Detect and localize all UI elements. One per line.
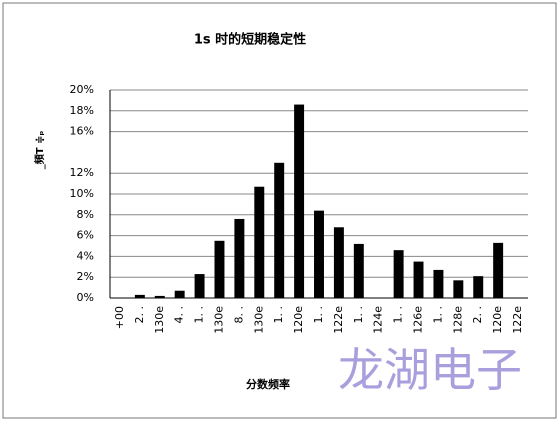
chart-title: 1s 时的短期稳定性 (194, 32, 306, 48)
y-tick-label: 4% (77, 249, 94, 262)
x-tick-label: 120e (491, 306, 504, 334)
y-tick-label: 12% (70, 166, 94, 179)
x-tick-label: 1. . (392, 306, 405, 324)
bar (353, 243, 364, 298)
bar (433, 269, 444, 298)
y-tick-label: 0% (77, 291, 94, 304)
x-tick-label: 1. . (352, 306, 365, 324)
x-tick-label: 120e (292, 306, 305, 334)
y-tick-label: 10% (70, 187, 94, 200)
y-tick-label: 2% (77, 270, 94, 283)
y-tick-label: 20% (70, 83, 94, 96)
x-tick-label: 122e (332, 306, 345, 334)
bar (314, 210, 324, 298)
x-tick-label: 8. . (232, 306, 245, 324)
bar (453, 280, 464, 298)
bar (274, 162, 285, 298)
bar (393, 250, 404, 298)
x-tick-label: 2. . (471, 306, 484, 324)
x-tick-label: 1. . (312, 306, 325, 324)
bar (473, 276, 484, 298)
y-tick-label: 16% (70, 125, 94, 138)
bar (154, 295, 165, 298)
bar (134, 294, 145, 298)
y-tick-label: 8% (77, 208, 94, 221)
bar (214, 240, 225, 298)
x-tick-label: 1. . (193, 306, 206, 324)
x-tick-label: 122e (511, 306, 524, 334)
bar (234, 218, 245, 298)
x-tick-label: 126e (412, 306, 425, 334)
bar (413, 261, 424, 298)
x-tick-label: 4. . (173, 306, 186, 324)
x-axis-label: 分数频率 (246, 377, 290, 391)
x-tick-label: 2. . (133, 306, 146, 324)
bar (294, 104, 305, 298)
bar (254, 186, 265, 298)
x-tick-label: +00 (113, 306, 126, 329)
bar (194, 274, 205, 298)
x-tick-label: 130e (252, 306, 265, 334)
bar (333, 227, 344, 298)
bar (174, 290, 185, 298)
bar (493, 242, 504, 298)
y-tick-label: 18% (70, 104, 94, 117)
x-tick-label: 124e (372, 306, 385, 334)
y-tick-label: 6% (77, 229, 94, 242)
y-axis-label: _頻T ≑ₚ (33, 131, 46, 170)
watermark: 龙湖电子 (338, 343, 522, 397)
x-tick-label: 1. . (272, 306, 285, 324)
x-tick-label: 128e (451, 306, 464, 334)
x-tick-label: 130e (153, 306, 166, 334)
x-tick-label: 130e (212, 306, 225, 334)
x-tick-label: 1. . (431, 306, 444, 324)
